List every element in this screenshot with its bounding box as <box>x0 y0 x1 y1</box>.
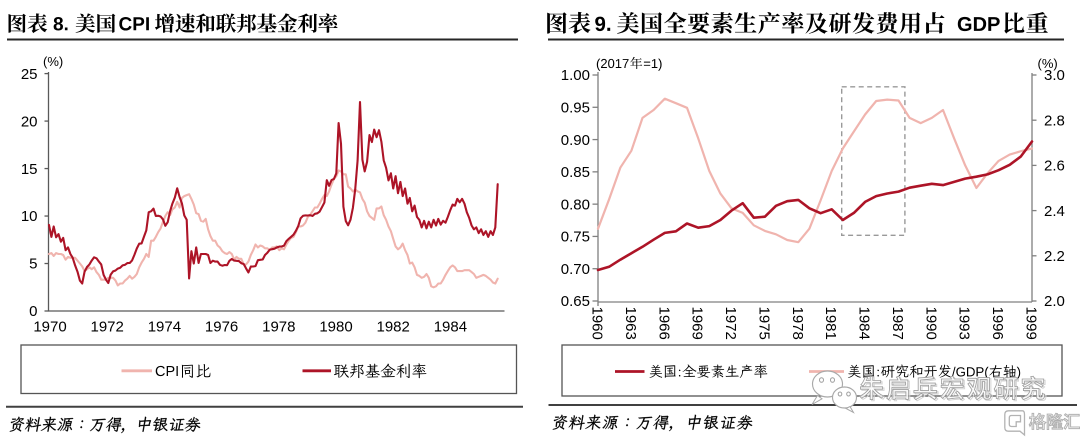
svg-text:1960: 1960 <box>589 307 606 340</box>
svg-text:15: 15 <box>21 161 38 178</box>
svg-text:1976: 1976 <box>205 319 238 336</box>
svg-text:1978: 1978 <box>262 319 295 336</box>
svg-text:1984: 1984 <box>434 319 467 336</box>
svg-text:(%): (%) <box>43 54 63 69</box>
svg-text:1975: 1975 <box>755 307 772 340</box>
svg-text:(%): (%) <box>1038 56 1058 71</box>
svg-text:0.80: 0.80 <box>561 196 590 213</box>
svg-text:1963: 1963 <box>622 307 639 340</box>
svg-text:0.95: 0.95 <box>561 99 590 116</box>
svg-text:2.6: 2.6 <box>1044 158 1065 175</box>
svg-text:2.8: 2.8 <box>1044 112 1065 129</box>
svg-text:1984: 1984 <box>856 307 873 340</box>
svg-text:1970: 1970 <box>33 319 66 336</box>
svg-text:1982: 1982 <box>377 319 410 336</box>
svg-text:1.00: 1.00 <box>561 67 590 84</box>
svg-text:25: 25 <box>21 66 38 83</box>
svg-text:0.90: 0.90 <box>561 132 590 149</box>
svg-text:1969: 1969 <box>689 307 706 340</box>
svg-text:1980: 1980 <box>319 319 352 336</box>
svg-text:1981: 1981 <box>822 307 839 340</box>
svg-text:10: 10 <box>21 208 38 225</box>
svg-text:0.85: 0.85 <box>561 164 590 181</box>
svg-text:1996: 1996 <box>989 307 1006 340</box>
svg-text:2.0: 2.0 <box>1044 293 1065 310</box>
svg-text:1966: 1966 <box>655 307 672 340</box>
svg-text:20: 20 <box>21 113 38 130</box>
svg-text:1990: 1990 <box>922 307 939 340</box>
svg-text:2.4: 2.4 <box>1044 203 1065 220</box>
svg-text:0: 0 <box>29 303 37 320</box>
svg-text:1999: 1999 <box>1023 307 1040 340</box>
svg-text:5: 5 <box>29 256 37 273</box>
svg-text:0.70: 0.70 <box>561 261 590 278</box>
svg-text:1993: 1993 <box>956 307 973 340</box>
svg-text:0.65: 0.65 <box>561 293 590 310</box>
svg-text:3.0: 3.0 <box>1044 67 1065 84</box>
svg-text:1978: 1978 <box>789 307 806 340</box>
svg-text:0.75: 0.75 <box>561 229 590 246</box>
svg-text:1974: 1974 <box>148 319 181 336</box>
svg-text:1987: 1987 <box>889 307 906 340</box>
svg-text:1972: 1972 <box>91 319 124 336</box>
svg-text:2.2: 2.2 <box>1044 248 1065 265</box>
svg-text:1972: 1972 <box>722 307 739 340</box>
